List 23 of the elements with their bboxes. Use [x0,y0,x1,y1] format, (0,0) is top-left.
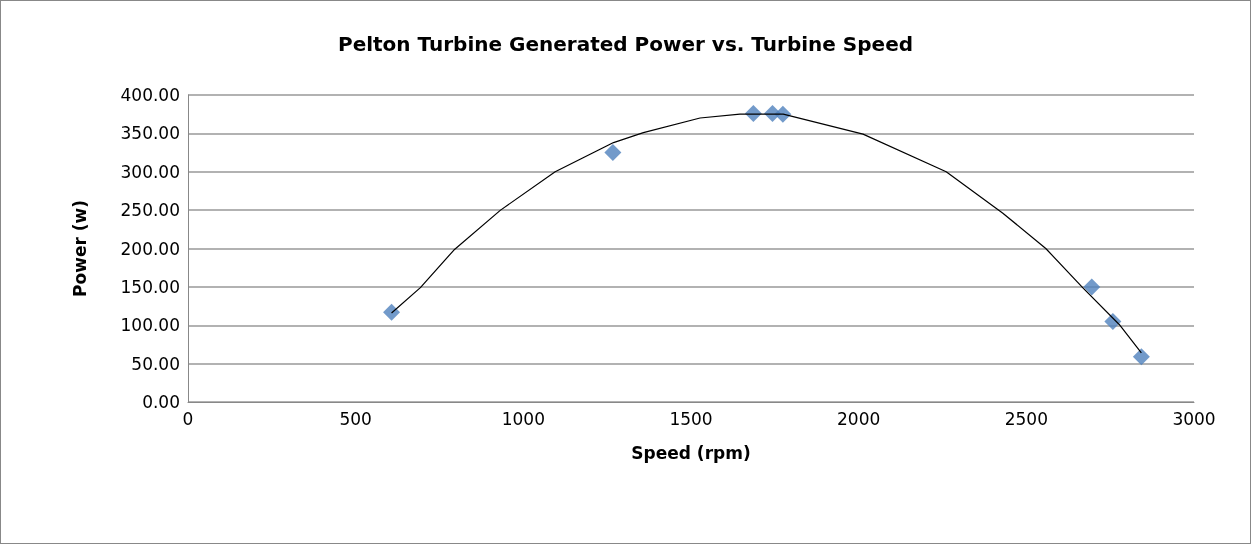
y-tick-label: 350.00 [120,123,180,144]
point [1132,348,1150,366]
y-tick-label: 100.00 [120,315,180,336]
point [604,144,622,162]
x-tick-label: 0 [182,408,194,429]
x-tick-label: 2500 [1004,408,1048,429]
chart-title: Pelton Turbine Generated Power vs. Turbine Speed [337,32,914,56]
y-tick-label: 50.00 [131,353,180,374]
y-tick-label: 150.00 [120,276,180,297]
point [383,303,401,321]
y-tick-label: 300.00 [120,161,180,182]
x-tick-label: 500 [339,408,372,429]
x-tick-label: 2000 [837,408,881,429]
x-tick-label: 1000 [501,408,545,429]
y-tick-label: 200.00 [120,238,180,259]
y-tick-label: 400.00 [120,85,180,105]
x-tick-label: 3000 [1172,408,1216,429]
y-tick-label: 250.00 [120,200,180,221]
x-axis-title: Speed (rpm) [631,442,751,463]
x-tick-label: 1500 [669,408,713,429]
point [1083,278,1101,296]
y-tick-label: 0.00 [142,392,180,412]
y-axis-title: Power (w) [69,200,90,297]
